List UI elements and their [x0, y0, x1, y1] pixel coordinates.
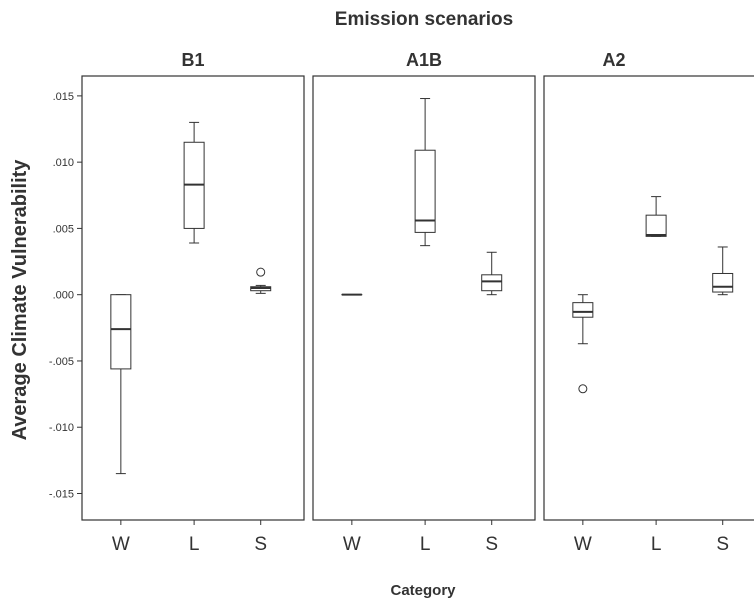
x-tick-label: L	[189, 534, 200, 555]
panel-title: B1	[181, 50, 204, 70]
y-tick-label: .010	[53, 157, 74, 169]
panel-frame	[543, 75, 754, 521]
x-tick-label: W	[112, 534, 130, 555]
box-s: S	[712, 246, 734, 555]
y-axis: .015 .010 .005 .000 -.005 -.010 -.015	[49, 91, 82, 500]
panel-a2: A2 W L S	[543, 50, 754, 555]
x-tick-label: L	[651, 534, 662, 555]
panel-frame	[81, 75, 305, 521]
box-s: S	[250, 267, 272, 555]
y-tick-label: .005	[53, 223, 74, 235]
box-w: W	[572, 294, 594, 555]
box-iqr	[572, 302, 594, 318]
panel-title: A2	[602, 50, 625, 70]
y-tick-label: .000	[53, 290, 74, 302]
panel-title: A1B	[406, 50, 442, 70]
y-tick-label: -.010	[49, 422, 74, 434]
x-tick-label: W	[343, 534, 361, 555]
y-tick-label: -.015	[49, 488, 74, 500]
outlier-point	[578, 384, 588, 394]
box-iqr	[481, 274, 503, 292]
box-iqr	[414, 149, 436, 233]
y-tick-label: .015	[53, 91, 74, 103]
x-tick-label: W	[574, 534, 592, 555]
x-tick-label: L	[420, 534, 431, 555]
box-iqr	[712, 272, 734, 293]
box-l: L	[414, 98, 436, 555]
box-w: W	[110, 294, 132, 555]
panel-a1b: A1B W L S	[312, 50, 536, 555]
box-w: W	[341, 293, 363, 555]
x-tick-label: S	[254, 534, 267, 555]
outlier-point	[256, 267, 266, 277]
box-l: L	[645, 196, 667, 555]
panel-b1: B1 W L S	[81, 50, 305, 555]
box-iqr	[110, 294, 132, 370]
box-iqr	[645, 214, 667, 237]
panel-frame	[312, 75, 536, 521]
box-l: L	[183, 121, 205, 555]
box-s: S	[481, 251, 503, 555]
x-tick-label: S	[485, 534, 498, 555]
panels-group: B1 W L S A1B W L S A2 W L S	[81, 50, 754, 555]
x-axis-label: Category	[390, 582, 456, 599]
x-tick-label: S	[716, 534, 729, 555]
chart-title: Emission scenarios	[335, 9, 513, 30]
y-axis-label: Average Climate Vulnerability	[9, 159, 31, 441]
y-tick-label: -.005	[49, 356, 74, 368]
